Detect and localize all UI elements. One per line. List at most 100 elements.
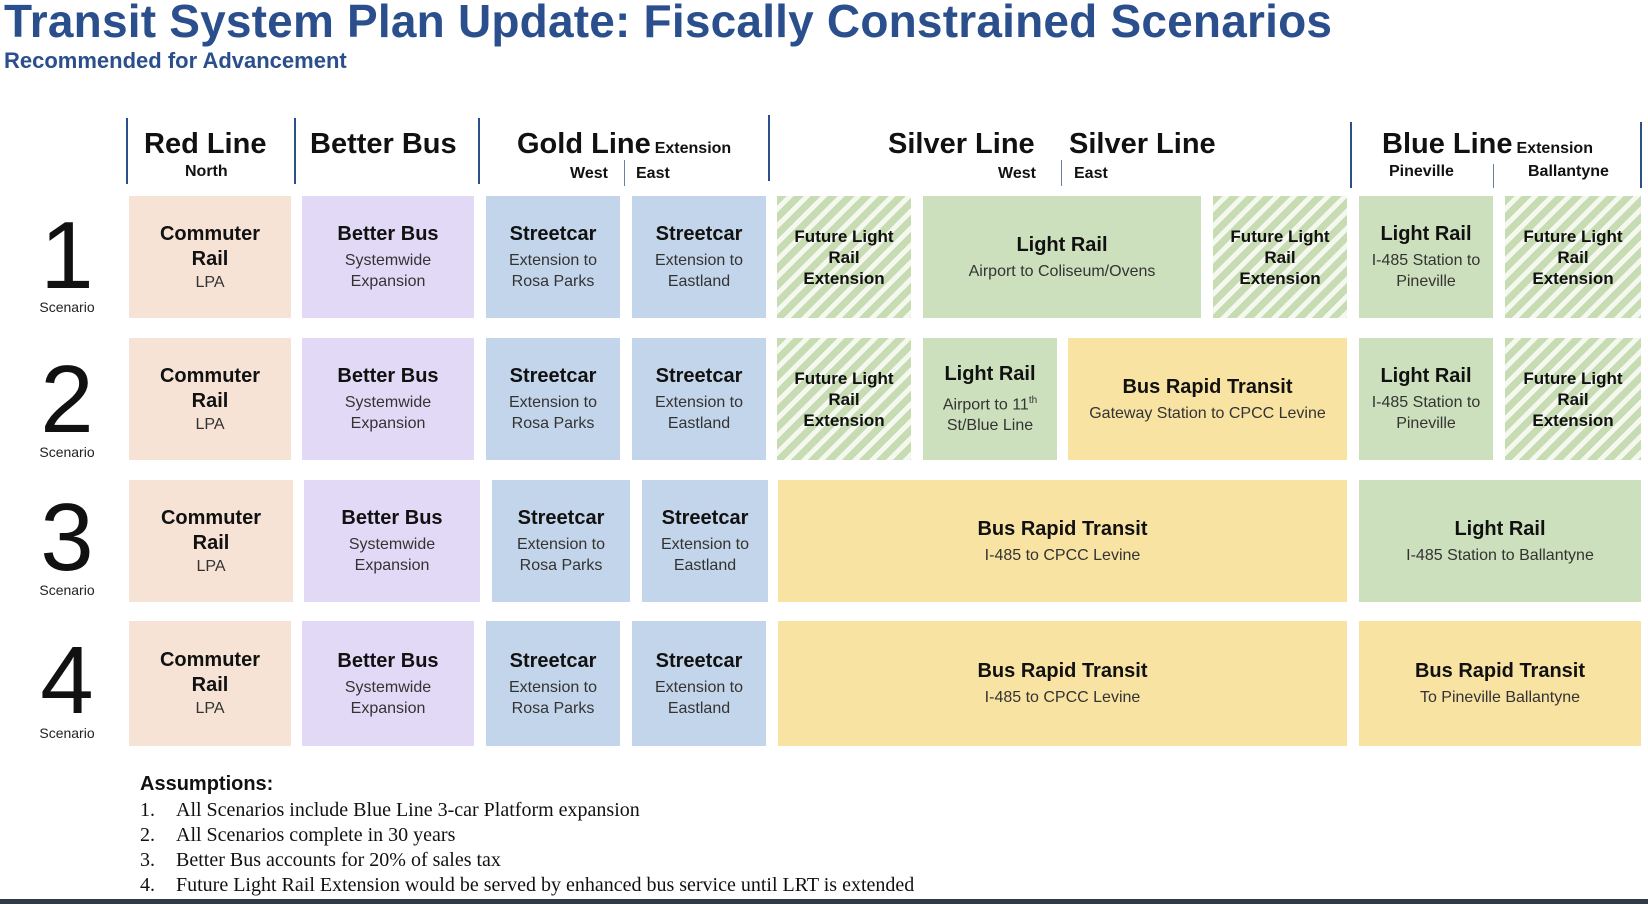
cell-title: Streetcar xyxy=(661,507,749,529)
assumption-item: 2. All Scenarios complete in 30 years xyxy=(140,823,914,848)
page-title: Transit System Plan Update: Fiscally Con… xyxy=(4,0,1333,47)
cell-subtitle: Systemwide Expansion xyxy=(344,394,432,432)
cell-title: Better Bus xyxy=(337,649,439,672)
cell-title: Bus Rapid Transit xyxy=(977,660,1148,682)
scenario-3-commuter-rail: Commuter Rail LPA xyxy=(129,480,293,602)
scenario-1-commuter-rail: Commuter Rail LPA xyxy=(129,196,291,318)
scenario-1-streetcar-east: Streetcar Extension to Eastland xyxy=(632,196,766,318)
scenario-1-number: 1 xyxy=(40,202,94,309)
cell-subtitle: LPA xyxy=(196,557,226,575)
cell-title: Bus Rapid Transit xyxy=(1414,660,1586,682)
scenario-4-commuter-rail: Commuter Rail LPA xyxy=(129,621,291,746)
header-silver-line-east-sub: East xyxy=(1074,165,1108,182)
scenario-4-streetcar-west: Streetcar Extension to Rosa Parks xyxy=(486,621,620,746)
cell-title: Commuter Rail xyxy=(159,222,260,270)
assumption-number: 4. xyxy=(140,874,155,896)
cell-title: Bus Rapid Transit xyxy=(1122,375,1293,398)
scenario-2-commuter-rail: Commuter Rail LPA xyxy=(129,338,291,460)
cell-title: Bus Rapid Transit xyxy=(977,517,1148,540)
assumption-text: Future Light Rail Extension would be ser… xyxy=(176,874,915,896)
cell-title: Future Light Rail Extension xyxy=(1230,226,1330,288)
cell-subtitle: Gateway Station to CPCC Levine xyxy=(1089,404,1326,422)
scenario-3-streetcar-east: Streetcar Extension to Eastland xyxy=(642,480,768,602)
header-divider xyxy=(126,118,128,184)
scenario-1-light-rail-pineville: Light Rail I-485 Station to Pineville xyxy=(1359,196,1493,318)
cell-title: Future Light Rail Extension xyxy=(794,368,894,430)
cell-title: Light Rail xyxy=(1454,517,1546,540)
cell-subtitle: LPA xyxy=(195,415,225,433)
header-gold-line: Gold Line Extension xyxy=(517,128,731,161)
header-divider xyxy=(768,115,770,181)
cell-title: Future Light Rail Extension xyxy=(1523,368,1623,430)
assumptions-heading: Assumptions: xyxy=(140,773,274,795)
header-blue-line-pineville: Pineville xyxy=(1389,163,1454,180)
cell-title: Commuter Rail xyxy=(159,649,260,696)
header-divider xyxy=(1493,164,1494,188)
cell-subtitle: Systemwide Expansion xyxy=(344,252,432,290)
assumption-number: 2. xyxy=(140,824,155,846)
scenario-2-light-rail-airport: Light Rail Airport to 11th St/Blue Line xyxy=(923,338,1057,460)
scenario-2-future-lrt-silver-west: Future Light Rail Extension xyxy=(777,338,911,460)
scenario-4-brt-silver: Bus Rapid Transit I-485 to CPCC Levine xyxy=(778,621,1347,746)
cell-title: Streetcar xyxy=(655,649,743,672)
scenario-3-better-bus: Better Bus Systemwide Expansion xyxy=(304,480,480,602)
header-blue-line-ballantyne: Ballantyne xyxy=(1528,163,1609,180)
cell-subtitle: Extension to Rosa Parks xyxy=(508,252,598,290)
header-red-line: Red Line xyxy=(144,128,267,160)
cell-subtitle: Extension to Eastland xyxy=(660,536,750,574)
scenario-4-brt-blue: Bus Rapid Transit To Pineville Ballantyn… xyxy=(1359,621,1641,746)
scenario-1-better-bus: Better Bus Systemwide Expansion xyxy=(302,196,474,318)
cell-title: Future Light Rail Extension xyxy=(794,226,894,288)
cell-subtitle: LPA xyxy=(195,700,225,717)
header-divider xyxy=(1061,160,1062,186)
assumption-number: 3. xyxy=(140,849,155,871)
cell-title: Streetcar xyxy=(517,507,605,529)
cell-title: Commuter Rail xyxy=(159,364,260,412)
header-silver-line-west-sub: West xyxy=(998,165,1036,182)
cell-subtitle: To Pineville Ballantyne xyxy=(1419,689,1581,706)
scenario-3-light-rail-blue: Light Rail I-485 Station to Ballantyne xyxy=(1359,480,1641,602)
scenario-3-label: Scenario xyxy=(39,582,95,598)
scenario-4-number: 4 xyxy=(40,627,94,734)
cell-subtitle: Extension to Eastland xyxy=(654,394,744,432)
scenario-2-number: 2 xyxy=(40,346,94,453)
cell-subtitle: Extension to Rosa Parks xyxy=(508,678,598,717)
scenario-4-streetcar-east: Streetcar Extension to Eastland xyxy=(632,621,766,746)
header-gold-line-west: West xyxy=(570,165,608,182)
assumption-item: 1. All Scenarios include Blue Line 3-car… xyxy=(140,798,914,823)
header-gold-line-east: East xyxy=(636,165,670,182)
scenario-3-number: 3 xyxy=(40,484,94,591)
scenario-3-brt-silver: Bus Rapid Transit I-485 to CPCC Levine xyxy=(778,480,1347,602)
scenario-2-streetcar-west: Streetcar Extension to Rosa Parks xyxy=(486,338,620,460)
header-silver-line-west: Silver Line xyxy=(888,128,1035,160)
bottom-bar xyxy=(0,899,1648,904)
cell-subtitle: Systemwide Expansion xyxy=(348,536,436,574)
scenario-2-future-lrt-ballantyne: Future Light Rail Extension xyxy=(1505,338,1641,460)
cell-subtitle: I-485 Station to Pineville xyxy=(1371,252,1481,290)
header-better-bus: Better Bus xyxy=(310,128,457,160)
cell-subtitle: Extension to Eastland xyxy=(654,678,744,717)
header-divider xyxy=(1640,122,1642,188)
scenario-4-label: Scenario xyxy=(39,725,95,741)
scenario-1-future-lrt-silver-west: Future Light Rail Extension xyxy=(777,196,911,318)
cell-subtitle-part: Airport to 11 xyxy=(942,396,1029,414)
cell-title: Future Light Rail Extension xyxy=(1523,226,1623,288)
scenario-2-label: Scenario xyxy=(39,444,95,460)
cell-subtitle: I-485 Station to Pineville xyxy=(1371,394,1481,432)
scenario-1-future-lrt-silver-east: Future Light Rail Extension xyxy=(1213,196,1347,318)
cell-title: Streetcar xyxy=(655,223,743,245)
assumptions-list: 1. All Scenarios include Blue Line 3-car… xyxy=(140,798,914,898)
cell-title: Light Rail xyxy=(1380,223,1472,245)
assumption-text: All Scenarios complete in 30 years xyxy=(176,824,456,846)
header-silver-line-east: Silver Line xyxy=(1069,128,1216,160)
cell-subtitle-part: St/Blue Line xyxy=(946,417,1034,435)
header-divider xyxy=(1350,122,1352,188)
cell-subtitle: Extension to Rosa Parks xyxy=(516,536,606,574)
assumption-number: 1. xyxy=(140,799,155,821)
scenario-3-streetcar-west: Streetcar Extension to Rosa Parks xyxy=(492,480,630,602)
scenario-4-better-bus: Better Bus Systemwide Expansion xyxy=(302,621,474,746)
cell-title: Better Bus xyxy=(341,507,443,529)
scenario-1-label: Scenario xyxy=(39,299,95,315)
scenario-1-light-rail-silver: Light Rail Airport to Coliseum/Ovens xyxy=(923,196,1201,318)
cell-title: Better Bus xyxy=(337,365,439,387)
